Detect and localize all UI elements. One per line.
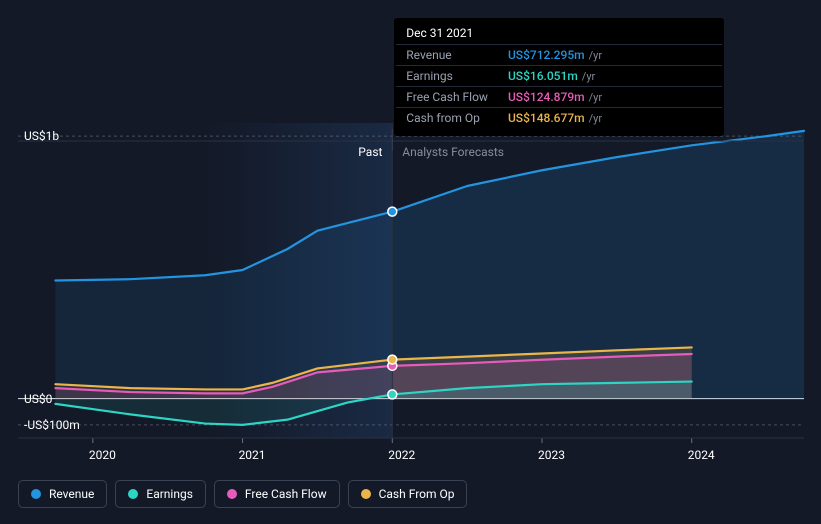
y-tick-label: US$1b [24,129,59,143]
hover-tooltip: Dec 31 2021 RevenueUS$712.295m/yrEarning… [394,18,724,136]
tooltip-row-earnings: EarningsUS$16.051m/yr [396,66,722,87]
tooltip-row-label: Free Cash Flow [396,87,498,108]
x-axis: 2020 2021 2022 2023 2024 [18,440,804,460]
region-label-forecast: Analysts Forecasts [402,145,504,159]
legend-item-revenue[interactable]: Revenue [18,480,107,508]
legend-label: Cash From Op [379,487,455,501]
legend-swatch [31,489,41,499]
tooltip-row-cfo: Cash from OpUS$148.677m/yr [396,108,722,129]
tooltip-row-value: US$712.295m/yr [498,45,722,66]
y-tick-label: -US$100m [24,418,80,432]
tooltip-row-value: US$124.879m/yr [498,87,722,108]
y-tick-label: US$0 [24,392,52,406]
tooltip-row-label: Revenue [396,45,498,66]
x-tick-label: 2021 [239,448,266,462]
x-tick-label: 2022 [388,448,415,462]
x-tick-label: 2023 [538,448,565,462]
tooltip-date: Dec 31 2021 [396,26,722,44]
legend: Revenue Earnings Free Cash Flow Cash From O… [18,480,467,508]
legend-label: Revenue [49,487,94,501]
legend-item-earnings[interactable]: Earnings [115,480,206,508]
x-tick-label: 2020 [89,448,116,462]
legend-item-fcf[interactable]: Free Cash Flow [214,480,340,508]
tooltip-row-revenue: RevenueUS$712.295m/yr [396,45,722,66]
x-tick-label: 2024 [688,448,715,462]
legend-swatch [227,489,237,499]
legend-item-cfo[interactable]: Cash From Op [348,480,468,508]
chart-svg [18,123,804,438]
tooltip-row-label: Cash from Op [396,108,498,129]
region-label-past: Past [358,145,382,159]
legend-swatch [128,489,138,499]
chart-area[interactable] [18,123,804,438]
legend-label: Earnings [146,487,193,501]
tooltip-row-fcf: Free Cash FlowUS$124.879m/yr [396,87,722,108]
tooltip-row-label: Earnings [396,66,498,87]
legend-label: Free Cash Flow [245,487,327,501]
tooltip-row-value: US$148.677m/yr [498,108,722,129]
tooltip-row-value: US$16.051m/yr [498,66,722,87]
legend-swatch [361,489,371,499]
